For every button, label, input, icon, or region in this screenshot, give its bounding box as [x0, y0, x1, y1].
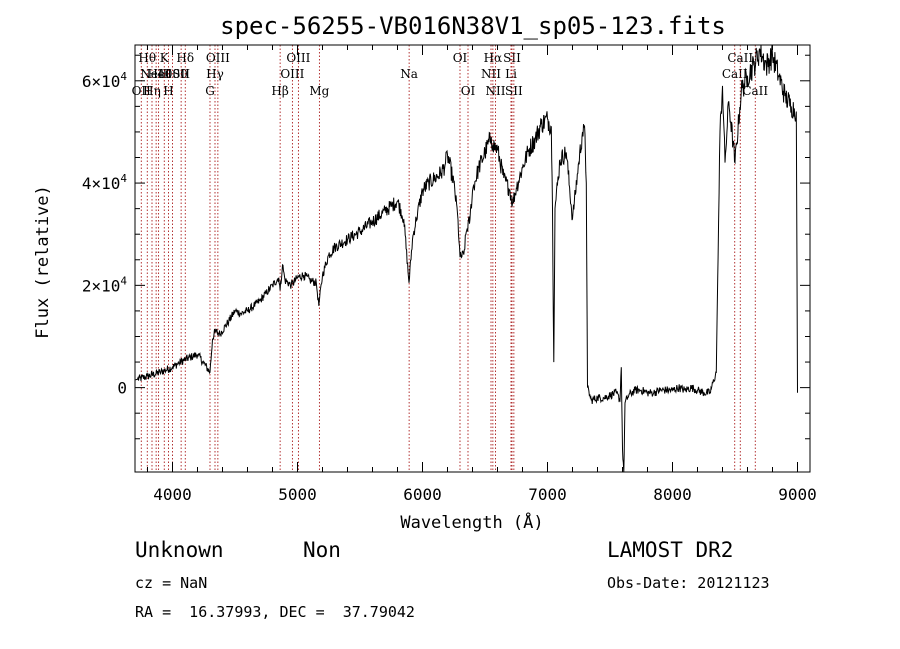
line-label-15: OIII: [286, 51, 310, 65]
line-label-25: SII: [505, 84, 523, 98]
line-label-20: NII: [481, 67, 501, 81]
line-label-22: NII: [486, 84, 506, 98]
object-subclass: Non: [303, 538, 341, 562]
line-label-12: OIII: [206, 51, 230, 65]
y-tick-label-3: 6×104: [82, 70, 128, 91]
line-label-11: Hγ: [206, 67, 224, 81]
line-label-6: H: [163, 84, 173, 98]
y-tick-label-2: 4×104: [82, 172, 128, 193]
spectrum-line: [134, 44, 798, 473]
y-tick-label-1: 2×104: [82, 274, 128, 295]
line-label-18: OI: [453, 51, 468, 65]
line-label-19: OI: [461, 84, 476, 98]
line-label-9: Hδ: [176, 51, 194, 65]
x-tick-label-4: 8000: [653, 485, 692, 504]
line-label-2: Hη: [143, 84, 161, 98]
line-label-10: G: [205, 84, 215, 98]
line-label-1: Hθ: [138, 51, 156, 65]
line-label-16: Mg: [309, 84, 329, 98]
object-class: Unknown: [135, 538, 224, 562]
line-label-27: CaII: [727, 51, 753, 65]
line-label-26: CaII: [722, 67, 748, 81]
axis-ticks: 4000 5000 6000 7000 8000 9000 0 2×104 4×104 6×104: [82, 45, 817, 504]
line-label-21: Hα: [484, 51, 503, 65]
x-axis-label: Wavelength (Å): [400, 511, 543, 533]
redshift-cz: cz = NaN: [135, 574, 208, 592]
line-label-24: SII: [503, 51, 521, 65]
x-tick-label-2: 6000: [403, 485, 442, 504]
line-label-7: 4000: [157, 67, 188, 81]
line-label-14: OIII: [280, 67, 304, 81]
observation-date: Obs-Date: 20121123: [607, 574, 770, 592]
line-label-5: K: [160, 51, 170, 65]
x-tick-label-0: 4000: [153, 485, 192, 504]
x-tick-label-5: 9000: [778, 485, 817, 504]
plot-frame: [134, 44, 811, 473]
y-axis-label: Flux (relative): [33, 185, 53, 339]
y-tick-label-0: 0: [117, 379, 127, 398]
line-label-8: SII: [172, 67, 190, 81]
chart-title: spec-56255-VB016N38V1_sp05-123.fits: [220, 12, 726, 40]
line-label-17: Na: [400, 67, 418, 81]
survey-name: LAMOST DR2: [607, 538, 734, 562]
line-label-28: CaII: [742, 84, 768, 98]
coordinates: RA = 16.37993, DEC = 37.79042: [135, 603, 415, 621]
line-label-13: Hβ: [271, 84, 288, 98]
x-tick-label-3: 7000: [528, 485, 567, 504]
line-label-0: OII: [132, 84, 152, 98]
emission-line-markers: OIIHθHηNeIIIHeIKH4000SIIHδGHγOIIIHβOIIIO…: [132, 45, 768, 472]
line-label-23: Li: [505, 67, 517, 81]
x-tick-label-1: 5000: [278, 485, 317, 504]
